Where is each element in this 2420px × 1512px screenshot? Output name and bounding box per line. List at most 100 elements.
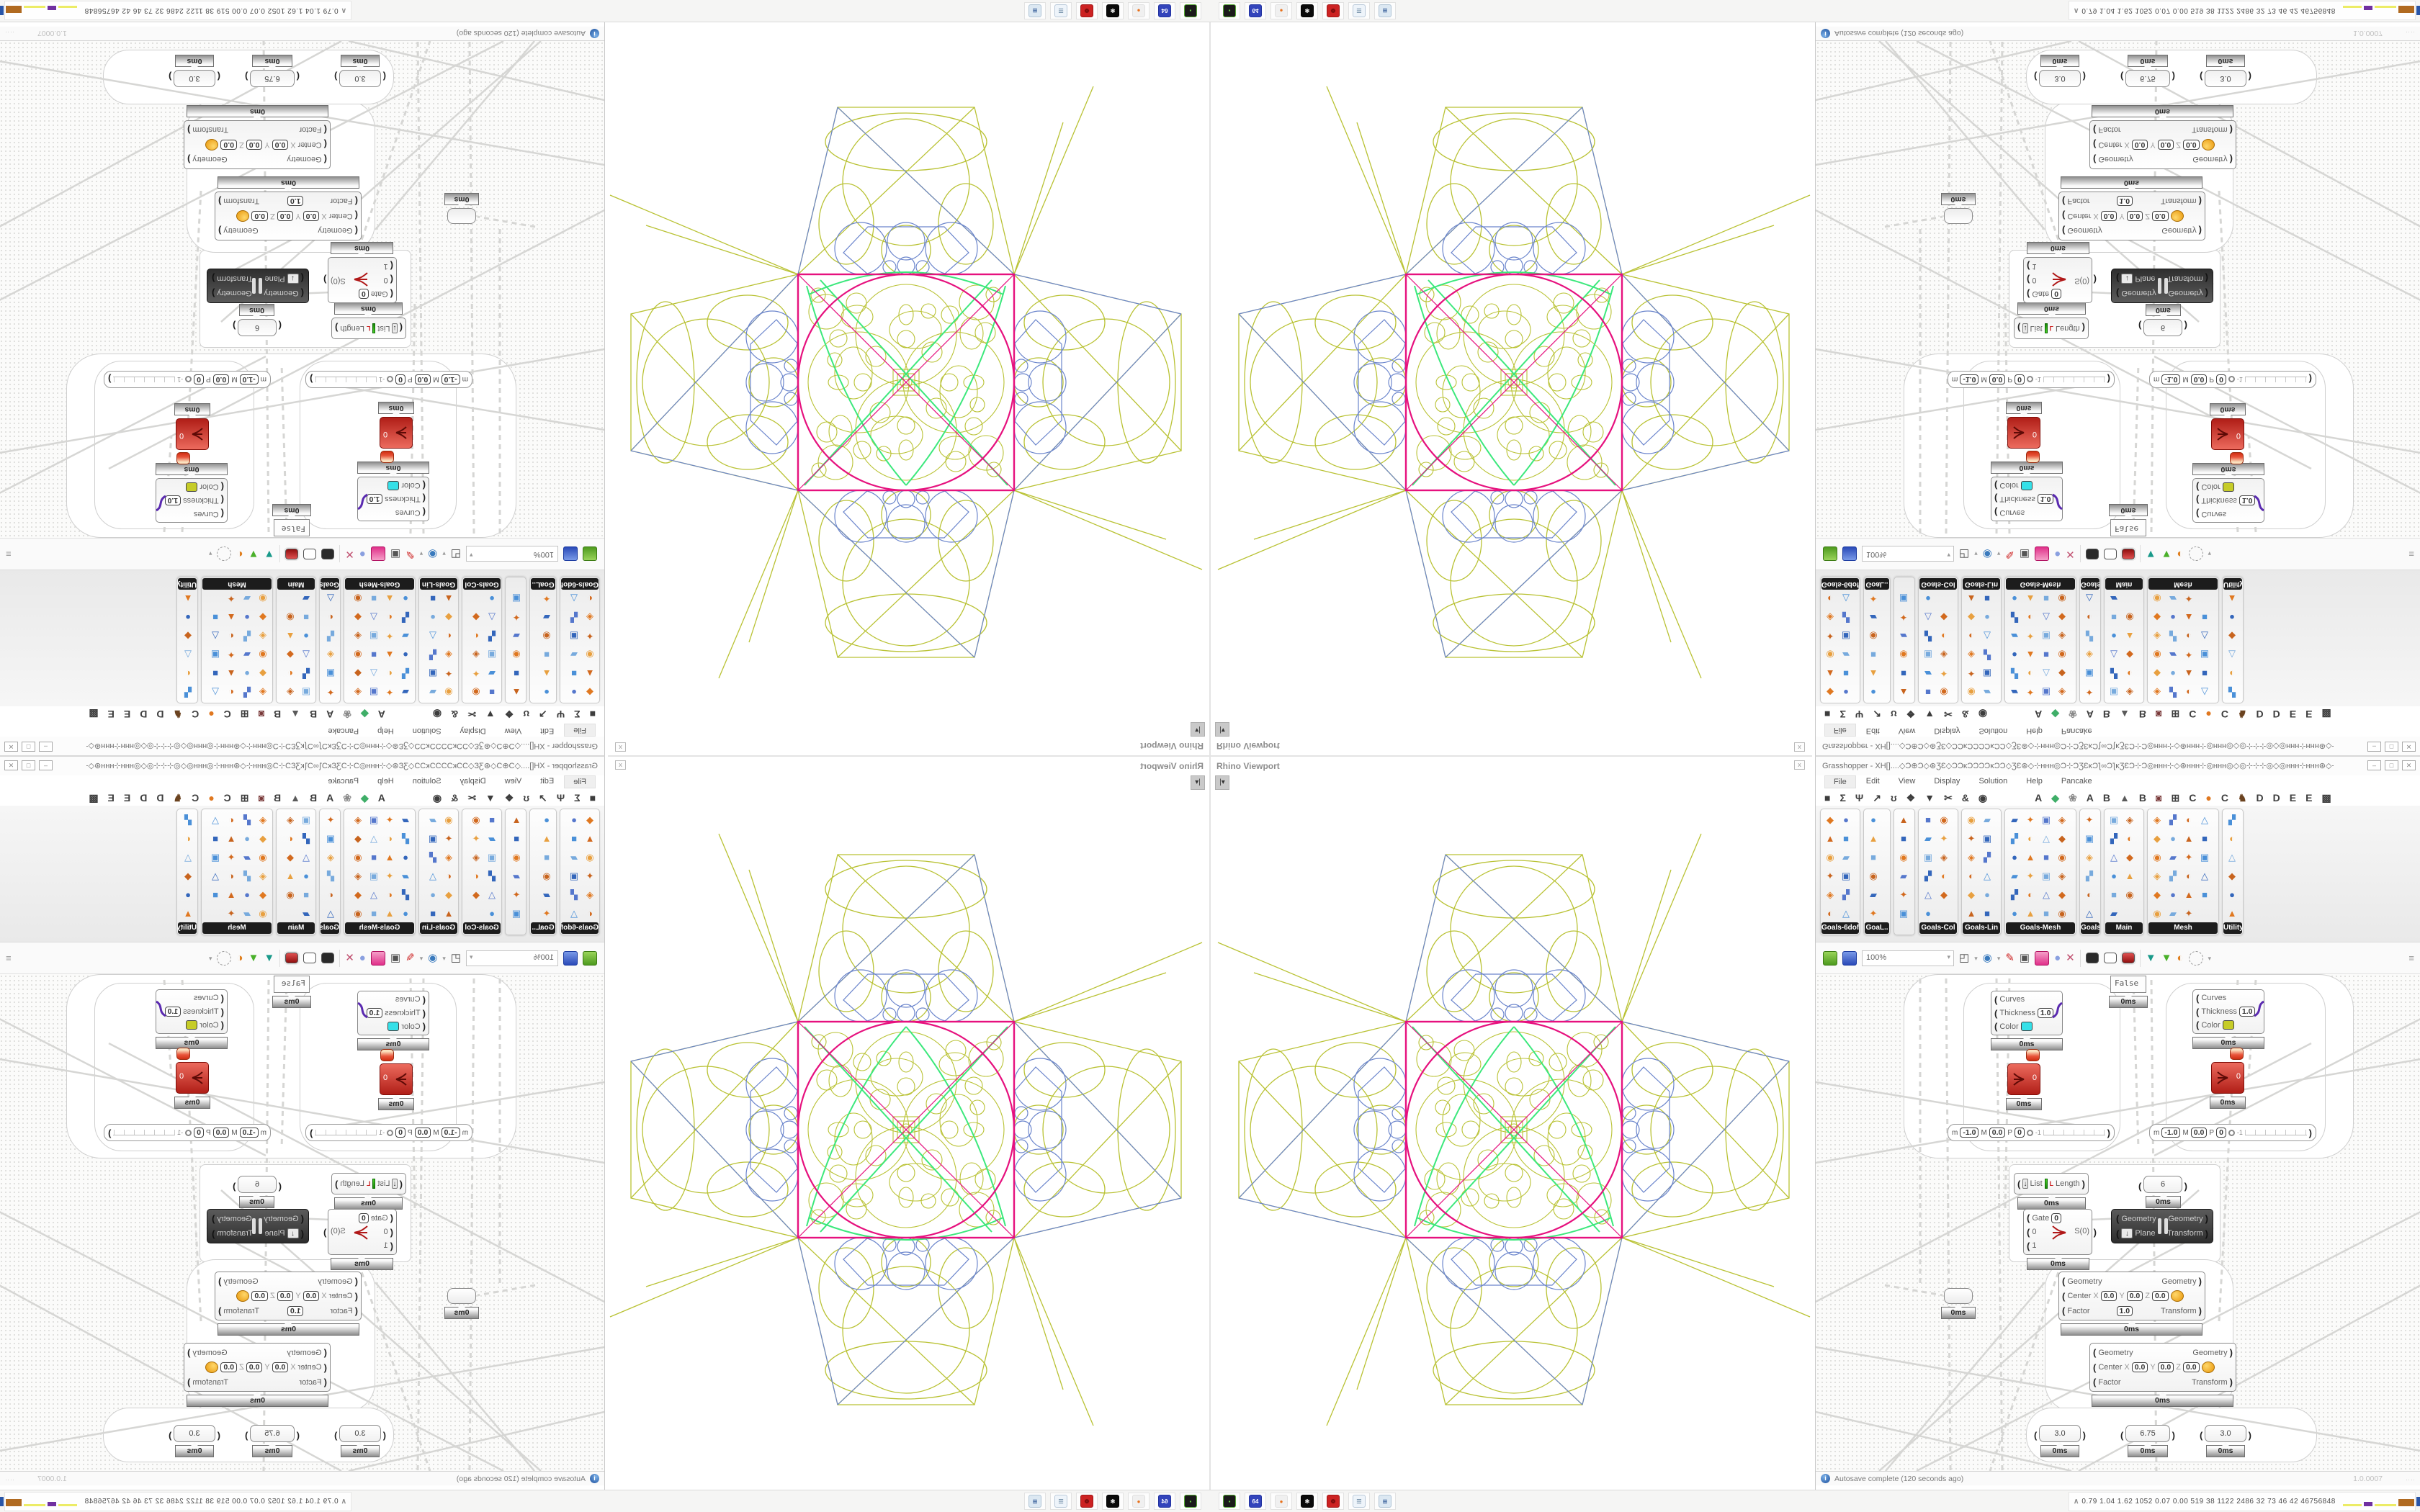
viewport-close-icon[interactable]: x [615, 742, 626, 752]
rhino-taskbar-icon[interactable]: ✻ [1102, 1493, 1124, 1510]
menu-pancake[interactable]: Pancake [328, 726, 359, 735]
dropdown-arrow-icon[interactable]: ▾ [1996, 550, 2001, 558]
component-icon[interactable]: ■ [571, 833, 577, 844]
component-icon[interactable]: △ [2201, 870, 2208, 881]
component-icon[interactable]: ▲ [511, 687, 521, 698]
component-icon[interactable]: ◐ [328, 889, 333, 900]
number-slider[interactable]: ( 6.75 ) [2120, 70, 2175, 87]
component-icon[interactable]: △ [370, 833, 377, 844]
wireframe-preview-icon[interactable] [2103, 953, 2117, 963]
category-tab-icon[interactable]: & [1961, 708, 1969, 720]
minimize-button[interactable]: – [2367, 742, 2381, 752]
save-file-icon[interactable] [563, 950, 578, 966]
component-icon[interactable]: ◈ [2058, 631, 2066, 642]
component-icon[interactable]: ◉ [1899, 852, 1908, 863]
category-tab-icon[interactable]: E [2289, 792, 2297, 804]
flatten-icon[interactable]: ↓ [2121, 273, 2133, 284]
component-icon[interactable]: ● [544, 687, 550, 698]
teal-pin-icon[interactable]: ▼ [2145, 548, 2156, 561]
component-icon[interactable]: ■ [2111, 889, 2117, 900]
category-tab-icon[interactable]: ■ [589, 792, 596, 804]
color-swatch[interactable] [2020, 1022, 2033, 1032]
component-icon[interactable]: ▰ [1924, 668, 1932, 679]
component-icon[interactable]: ● [544, 814, 550, 825]
panel-component[interactable]: False [274, 976, 310, 993]
shaded-preview-icon[interactable] [2120, 951, 2136, 965]
category-tab-icon[interactable]: ● [208, 708, 215, 720]
slider-P-value[interactable]: 0 [2015, 374, 2025, 384]
factor-value[interactable]: 1.0 [2116, 1305, 2133, 1316]
y-value[interactable]: 0.0 [2157, 1362, 2174, 1372]
component-icon[interactable]: ◉ [1826, 649, 1834, 660]
slider-max-value[interactable]: 0.0 [1989, 374, 2006, 384]
component-icon[interactable]: ● [430, 889, 436, 900]
component-icon[interactable]: ● [244, 833, 250, 844]
category-tab-icon[interactable]: D [2256, 792, 2264, 804]
red-gear-taskbar-icon[interactable]: ❁ [1322, 2, 1344, 19]
component-icon[interactable]: ■ [303, 889, 309, 900]
bulb-icon[interactable]: ● [359, 548, 366, 561]
category-tab-icon[interactable]: ◉ [432, 792, 442, 804]
component-icon[interactable]: ■ [1925, 814, 1931, 825]
component-icon[interactable]: ▞ [2169, 814, 2177, 825]
category-tab-icon[interactable]: B [2102, 708, 2111, 720]
notepad-taskbar-icon[interactable]: ☰ [1348, 1493, 1370, 1510]
palette-tab[interactable]: Goals-Col [1919, 922, 1957, 934]
curve-display-component[interactable]: (Curves (Thickness 1.0 (Color [357, 477, 429, 521]
component-icon[interactable]: ▞ [2011, 612, 2018, 623]
slider-knob[interactable] [185, 1129, 192, 1136]
category-tab-icon[interactable]: ▲ [2120, 708, 2130, 720]
category-tab-icon[interactable]: ↗ [539, 792, 547, 804]
component-icon[interactable]: ● [1870, 814, 1876, 825]
zoom-combobox[interactable]: 100% ▾ [1862, 546, 1954, 562]
slider-max-value[interactable]: 0.0 [414, 1128, 431, 1138]
category-tab-icon[interactable]: B [2138, 708, 2147, 720]
menu-display[interactable]: Display [1934, 726, 1960, 735]
category-tab-icon[interactable]: ◙ [258, 708, 264, 720]
warning-balloon[interactable] [2026, 1049, 2040, 1061]
category-tab-icon[interactable]: ◙ [2156, 792, 2162, 804]
component-icon[interactable]: ◆ [2154, 889, 2161, 900]
x-value[interactable]: 0.0 [2100, 211, 2118, 221]
category-tab-icon[interactable]: & [451, 792, 459, 804]
component-icon[interactable]: ◈ [1827, 889, 1834, 900]
component-icon[interactable]: ◆ [1940, 889, 1948, 900]
component-icon[interactable]: ◉ [586, 852, 594, 863]
component-icon[interactable]: ◆ [2126, 852, 2133, 863]
menu-edit[interactable]: Edit [1865, 777, 1880, 786]
component-icon[interactable]: ✦ [2184, 908, 2193, 919]
component-icon[interactable]: ◈ [287, 687, 294, 698]
palette-tab[interactable]: Goals-6dof [1821, 578, 1859, 590]
category-tab-icon[interactable]: ● [208, 792, 215, 804]
component-icon[interactable]: ■ [2043, 593, 2049, 604]
slider-min-value[interactable]: -1.0 [1960, 374, 1979, 384]
category-tab-icon[interactable]: ▩ [2321, 792, 2331, 804]
component-icon[interactable]: ● [244, 889, 250, 900]
component-icon[interactable]: ▣ [210, 852, 220, 863]
component-icon[interactable]: △ [1984, 631, 1991, 642]
component-icon[interactable]: ▲ [2184, 612, 2194, 623]
component-icon[interactable]: ▰ [2169, 649, 2177, 660]
component-icon[interactable]: ▣ [326, 668, 336, 679]
component-icon[interactable]: ◆ [2058, 612, 2066, 623]
category-tab-icon[interactable]: ◆ [2051, 708, 2060, 720]
number-slider[interactable]: ( 6.75 ) [245, 70, 300, 87]
palette-tab[interactable]: Utility [2223, 922, 2242, 934]
component-icon[interactable]: ▞ [2169, 870, 2177, 881]
canvas-menu-icon[interactable]: ≡ [2408, 549, 2414, 559]
component-icon[interactable]: ▣ [1899, 593, 1909, 604]
sketch-pen-icon[interactable]: ✎ [2005, 548, 2015, 561]
component-icon[interactable]: ✦ [586, 631, 594, 642]
warning-balloon[interactable] [2026, 451, 2040, 463]
x-value[interactable]: 0.0 [2100, 1291, 2118, 1301]
resize-grip[interactable]: ‥‥ [2405, 30, 2416, 37]
floppy-64-taskbar-icon[interactable]: 64 [1245, 1493, 1266, 1510]
category-tab-icon[interactable]: E [123, 708, 131, 720]
component-icon[interactable]: △ [370, 612, 377, 623]
red-gear-taskbar-icon[interactable]: ❁ [1322, 1493, 1344, 1510]
component-icon[interactable]: ▰ [429, 687, 436, 698]
red-gear-taskbar-icon[interactable]: ❁ [1076, 2, 1098, 19]
component-icon[interactable]: ■ [2043, 649, 2049, 660]
component-icon[interactable]: ◉ [2125, 612, 2134, 623]
component-icon[interactable]: △ [327, 908, 334, 919]
